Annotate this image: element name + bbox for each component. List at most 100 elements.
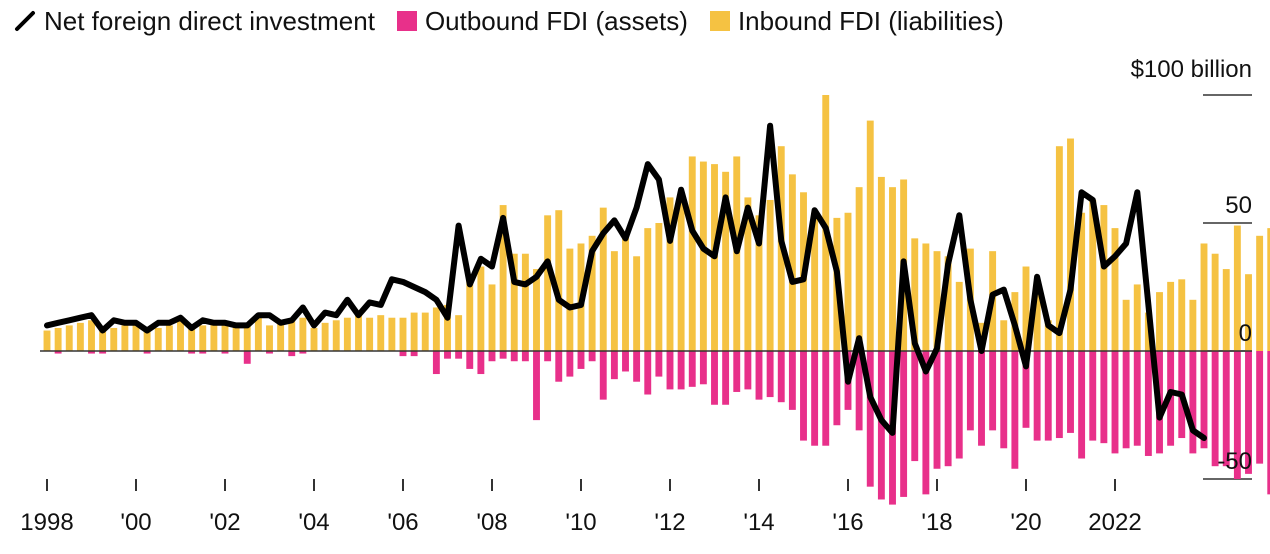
y-tick-label: -50 (1217, 448, 1252, 475)
x-tick-label: '14 (743, 509, 774, 536)
outbound-bar (1111, 351, 1119, 454)
inbound-bar (588, 235, 596, 351)
inbound-bar (232, 325, 240, 351)
outbound-swatch-icon (396, 11, 417, 31)
outbound-bar (299, 351, 307, 354)
inbound-bar (766, 199, 774, 351)
outbound-bar (1011, 351, 1019, 469)
y-unit-label: $100 billion (1131, 56, 1252, 83)
outbound-bar (922, 351, 930, 495)
inbound-bar (466, 279, 474, 351)
inbound-bar (76, 322, 84, 351)
outbound-bar (577, 351, 585, 369)
outbound-bar (855, 351, 863, 431)
outbound-bar (410, 351, 418, 357)
inbound-bar (121, 325, 129, 351)
outbound-bar (510, 351, 518, 362)
inbound-bar (744, 197, 752, 351)
outbound-bar (288, 351, 296, 357)
inbound-bar (488, 284, 496, 351)
inbound-bar (599, 207, 607, 351)
inbound-bar (866, 120, 874, 351)
inbound-bar (788, 174, 796, 351)
inbound-bar (1122, 299, 1130, 351)
outbound-bar (800, 351, 807, 441)
inbound-bar (622, 235, 629, 351)
x-tick-label: '18 (921, 509, 952, 536)
inbound-bar (99, 330, 107, 351)
inbound-bar (1089, 199, 1097, 351)
outbound-bar (488, 351, 496, 362)
inbound-bar (1067, 138, 1074, 351)
x-tick-label: 2022 (1088, 509, 1141, 536)
inbound-bar (677, 197, 685, 351)
outbound-bar (99, 351, 107, 354)
outbound-bar (644, 351, 652, 395)
inbound-bar (199, 325, 207, 351)
outbound-bar (599, 351, 607, 400)
inbound-bar (366, 317, 374, 351)
inbound-bar (288, 320, 296, 351)
outbound-bar (1000, 351, 1008, 449)
outbound-bar (1245, 351, 1252, 474)
inbound-bar (188, 327, 196, 351)
x-tick-label: '08 (476, 509, 507, 536)
outbound-bar (822, 351, 830, 446)
inbound-bar (399, 317, 407, 351)
inbound-bar (444, 304, 451, 351)
inbound-bar (755, 215, 763, 351)
outbound-bar (1089, 351, 1097, 441)
legend-label-outbound: Outbound FDI (assets) (424, 5, 688, 36)
outbound-bar (1211, 351, 1219, 467)
inbound-bar (210, 322, 218, 351)
outbound-bar (811, 351, 819, 446)
inbound-bar (177, 320, 184, 351)
inbound-bar (1100, 205, 1108, 351)
outbound-bar (788, 351, 796, 410)
outbound-bar (688, 351, 696, 387)
outbound-bar (54, 351, 62, 354)
inbound-bar (1111, 228, 1119, 351)
outbound-bar (266, 351, 273, 354)
inbound-bar (1233, 225, 1241, 351)
outbound-bar (1233, 351, 1241, 479)
inbound-bar (644, 228, 652, 351)
outbound-bar (699, 351, 707, 385)
outbound-bar (944, 351, 952, 467)
outbound-bar (610, 351, 618, 380)
inbound-bar (811, 212, 819, 351)
inbound-bar (1033, 289, 1041, 351)
outbound-bar (1044, 351, 1052, 441)
inbound-bar (688, 156, 696, 351)
inbound-bar (1267, 228, 1270, 351)
outbound-bar (711, 351, 718, 405)
outbound-bar (588, 351, 596, 362)
inbound-bar (477, 266, 485, 351)
outbound-bar (733, 351, 741, 392)
inbound-bar (299, 317, 307, 351)
x-tick-label: '12 (654, 509, 685, 536)
line-swatch-icon (15, 11, 35, 31)
outbound-bar (555, 351, 563, 382)
outbound-bar (655, 351, 663, 377)
x-tick-label: '20 (1010, 509, 1041, 536)
outbound-bar (544, 351, 552, 362)
outbound-bar (933, 351, 941, 469)
inbound-bar (877, 176, 885, 351)
outbound-bar (722, 351, 730, 405)
outbound-bar (955, 351, 963, 459)
inbound-bar (165, 325, 173, 351)
inbound-bar (321, 322, 329, 351)
x-tick-label: '16 (832, 509, 863, 536)
outbound-bar (1055, 351, 1063, 439)
outbound-bar (1189, 351, 1197, 454)
inbound-bar (722, 171, 730, 351)
outbound-bar (1267, 351, 1270, 495)
outbound-bar (444, 351, 451, 359)
inbound-bar (955, 281, 963, 351)
outbound-bar (477, 351, 485, 375)
inbound-bar (332, 320, 340, 351)
inbound-bar (933, 251, 941, 351)
inbound-bar (1167, 281, 1175, 351)
outbound-bar (1144, 351, 1152, 456)
